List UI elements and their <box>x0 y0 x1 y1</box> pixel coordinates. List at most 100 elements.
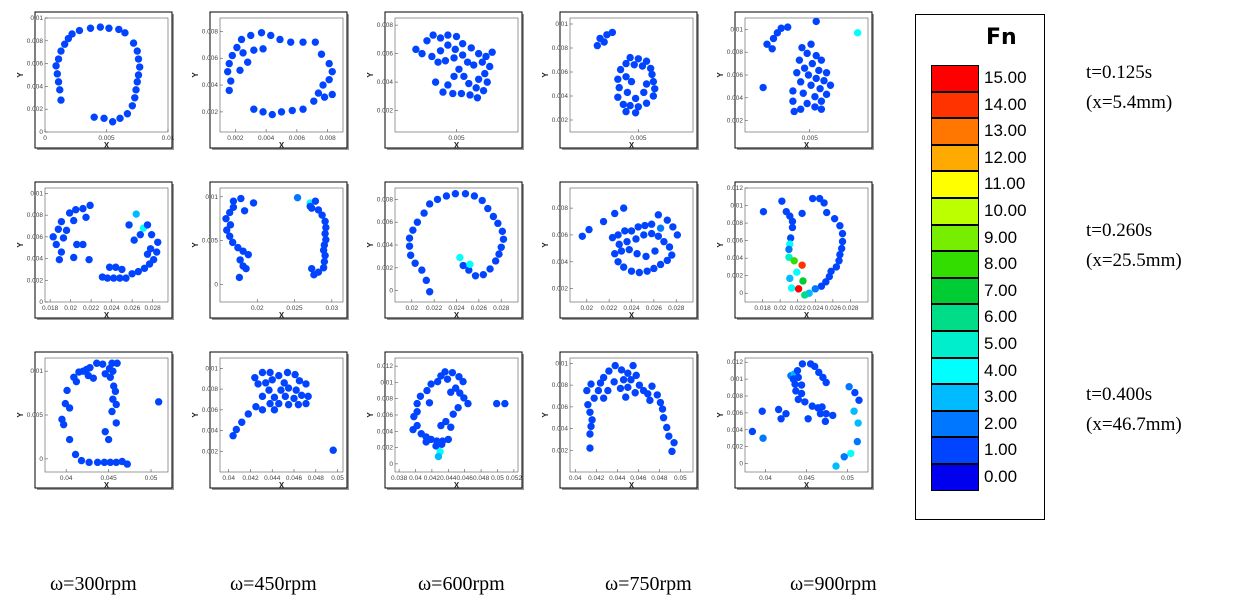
y-axis-title: Y <box>16 242 25 248</box>
legend-swatch <box>931 171 979 198</box>
particle-point <box>275 399 283 408</box>
particle-point <box>306 202 314 211</box>
particle-point <box>288 106 296 115</box>
x-axis-title: X <box>279 141 285 150</box>
x-tick-label: 0.048 <box>473 475 490 482</box>
particle-point <box>821 417 830 426</box>
y-tick-label: 0.006 <box>27 234 44 241</box>
particle-point <box>456 389 464 397</box>
particle-point <box>853 437 862 446</box>
particle-point <box>413 218 422 226</box>
particle-point <box>832 462 840 470</box>
particle-point <box>115 25 123 34</box>
particle-point <box>798 209 806 218</box>
particle-point <box>455 65 463 73</box>
legend-label: 10.00 <box>984 201 1027 220</box>
particle-point <box>406 251 415 259</box>
scatter-panel-r2-c1: 0.018 0.02 0.022 0.024 0.026 0.028 0 0.002 0.004… <box>7 180 180 351</box>
particle-point <box>134 267 142 276</box>
particle-point <box>154 238 162 246</box>
particle-point <box>800 64 809 72</box>
legend-swatch <box>931 464 979 491</box>
y-axis-title: Y <box>16 72 25 78</box>
particle-point <box>635 381 644 389</box>
y-tick-label: 0.01 <box>730 26 743 33</box>
particle-point <box>822 90 831 99</box>
x-axis-title: X <box>804 311 810 320</box>
y-tick-label: 0.006 <box>552 232 569 239</box>
particle-point <box>108 118 117 126</box>
particle-point <box>625 245 633 254</box>
particle-point <box>653 391 661 399</box>
particle-point <box>266 368 274 377</box>
particle-point <box>611 209 619 218</box>
x-tick-label: 0.024 <box>448 305 465 312</box>
particle-point <box>259 108 267 116</box>
particle-point <box>501 399 509 408</box>
particle-point <box>648 382 656 390</box>
particle-point <box>276 35 284 44</box>
y-tick-label: 0.006 <box>377 219 394 226</box>
x-tick-label: 0.052 <box>506 475 523 482</box>
scatter-plot: 0 0.005 0.01 0 0.002 0.004 0.006 0.008 0.01 X Y <box>16 11 175 150</box>
particle-point <box>807 40 815 48</box>
y-tick-label: 0.008 <box>552 45 569 52</box>
particle-point <box>319 81 327 89</box>
legend-swatch <box>931 118 979 145</box>
y-tick-label: 0.008 <box>727 220 744 227</box>
particle-point <box>830 214 839 223</box>
particle-point <box>623 237 631 246</box>
x-tick-label: 0.05 <box>331 475 344 482</box>
particle-point <box>112 263 120 271</box>
particle-point <box>54 78 63 86</box>
particle-point <box>449 410 457 418</box>
particle-point <box>791 380 799 388</box>
y-tick-label: 0.01 <box>730 376 743 383</box>
particle-point <box>748 427 757 436</box>
particle-point <box>668 251 676 259</box>
x-tick-label: 0.044 <box>264 475 281 482</box>
x-tick-label: 0.04 <box>222 475 235 482</box>
particle-point <box>238 418 246 426</box>
particle-point <box>815 368 823 377</box>
y-tick-label: 0.008 <box>552 382 569 389</box>
particle-point <box>614 93 622 101</box>
particle-point <box>223 67 232 76</box>
particle-point <box>235 273 244 282</box>
y-tick-label: 0.002 <box>552 117 569 124</box>
particle-point <box>113 359 121 367</box>
particle-point <box>642 80 651 88</box>
particle-point <box>792 387 800 395</box>
plot-axes <box>744 187 869 303</box>
particle-point <box>450 54 458 62</box>
particle-point <box>254 380 262 388</box>
particle-point <box>654 211 663 219</box>
particle-point <box>436 47 445 55</box>
particle-point <box>233 43 241 52</box>
y-tick-label: 0.004 <box>377 79 394 86</box>
particle-point <box>797 381 806 389</box>
panel-frame <box>734 351 873 489</box>
particle-point <box>759 83 767 92</box>
scatter-plot: 0.04 0.045 0.05 0 0.005 0.01 X Y <box>16 351 174 490</box>
particle-point <box>758 407 766 415</box>
x-axis-title: X <box>454 141 460 150</box>
x-axis-title: X <box>629 141 635 150</box>
particle-point <box>808 402 816 410</box>
x-tick-label: 0 <box>43 135 47 142</box>
particle-point <box>77 456 86 465</box>
particle-point <box>794 395 802 404</box>
y-tick-label: 0 <box>739 290 743 297</box>
particle-point <box>437 421 445 430</box>
particle-point <box>615 83 623 92</box>
y-tick-label: 0 <box>739 461 743 468</box>
particle-point <box>777 24 785 32</box>
particle-point <box>588 416 596 424</box>
particle-point <box>617 247 626 255</box>
particle-point <box>418 266 426 274</box>
legend-swatch <box>931 304 979 331</box>
omega-label-450: ω=450rpm <box>230 573 317 595</box>
x-tick-label: 0.02 <box>251 305 264 312</box>
particle-point <box>622 107 630 116</box>
particle-point <box>290 394 298 403</box>
